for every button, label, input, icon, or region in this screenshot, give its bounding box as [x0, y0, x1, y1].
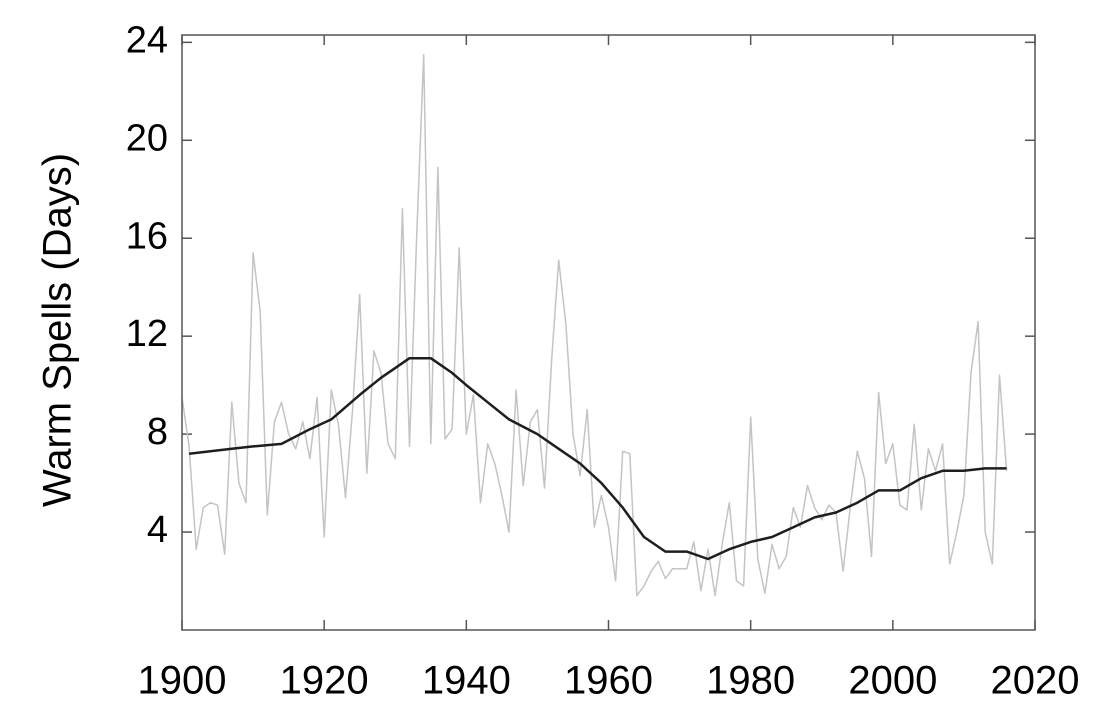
x-tick-label: 2020: [991, 659, 1080, 703]
plot-frame: [181, 34, 1036, 631]
x-tick-label: 1920: [280, 659, 369, 703]
x-tick-label: 1980: [706, 659, 795, 703]
line-series: [181, 53, 1008, 597]
x-tick-label: 1900: [138, 659, 227, 703]
line-series: [188, 356, 1007, 561]
x-tick-label: 1940: [422, 659, 511, 703]
y-tick-label: 24: [126, 19, 168, 61]
y-tick-label: 4: [147, 509, 168, 551]
y-axis-title: Warm Spells (Days): [36, 153, 80, 507]
x-tick-label: 1960: [564, 659, 653, 703]
y-tick-label: 8: [147, 411, 168, 453]
y-tick-label: 16: [126, 215, 168, 257]
y-tick-label: 20: [126, 117, 168, 159]
x-tick-label: 2000: [848, 659, 937, 703]
y-tick-label: 12: [126, 313, 168, 355]
